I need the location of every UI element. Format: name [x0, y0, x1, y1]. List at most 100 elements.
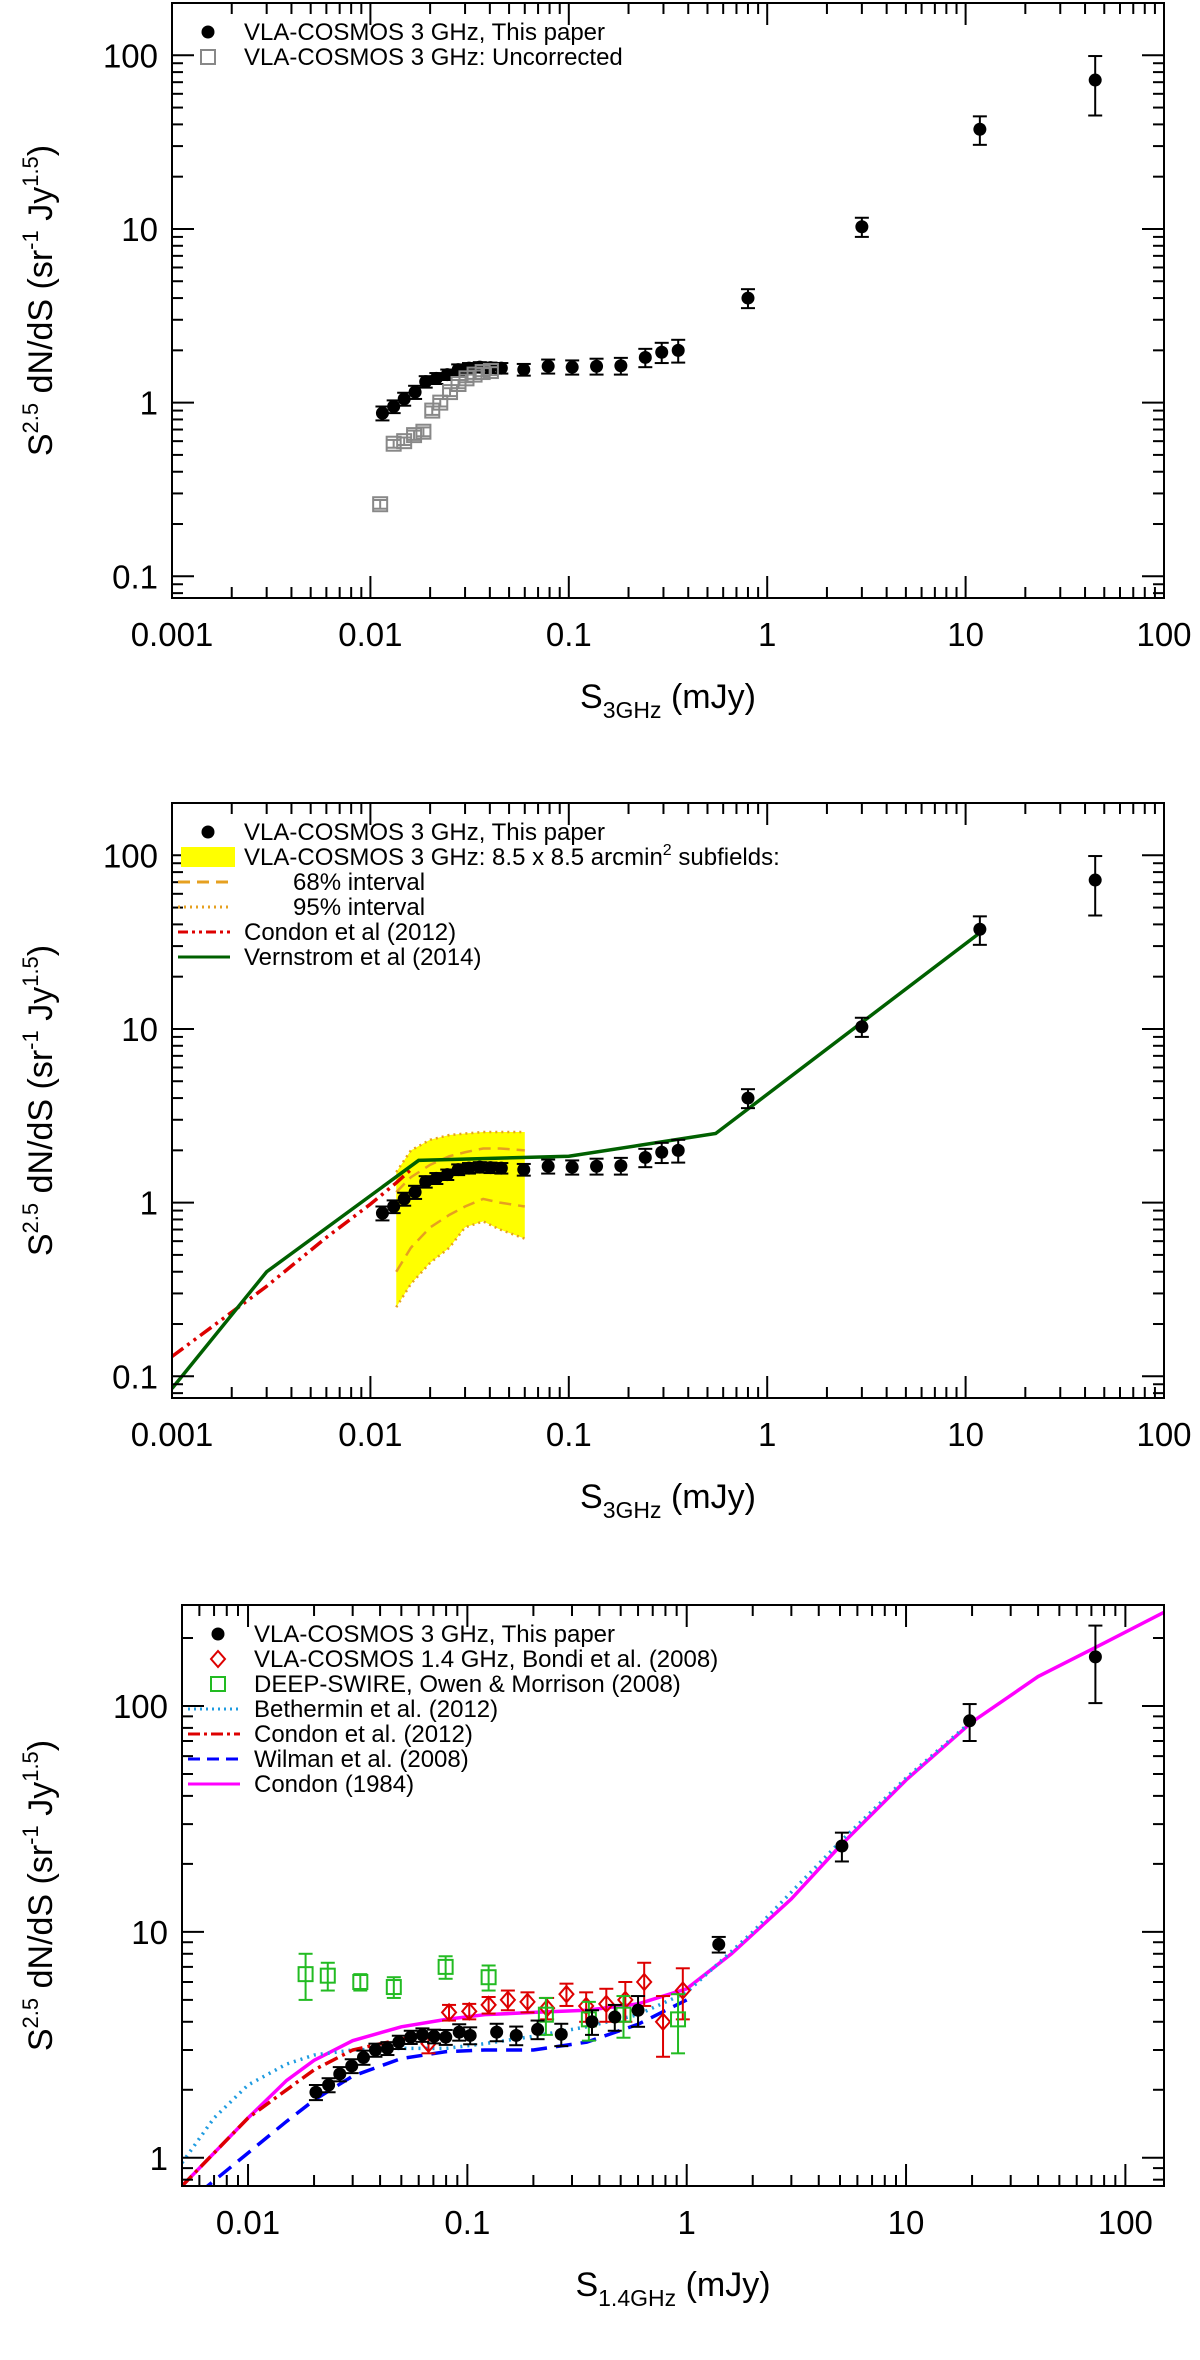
marker-dot: [397, 1192, 411, 1206]
marker-dot: [387, 1199, 401, 1213]
x-axis-title-base: S: [580, 678, 603, 716]
legend-swatch-dot: [201, 25, 215, 39]
marker-square: [385, 1979, 402, 1996]
data-point: [451, 363, 466, 377]
data-point: [408, 1184, 423, 1200]
data-point: [1088, 855, 1103, 917]
y-axis-title-part: dN/dS (sr: [22, 1050, 60, 1203]
marker-dot: [509, 2028, 523, 2042]
legend-item: VLA-COSMOS 3 GHz: 8.5 x 8.5 arcmin2 subf…: [181, 842, 780, 871]
x-tick-label: 0.01: [338, 1416, 402, 1453]
data-point: [589, 357, 604, 376]
y-tick-label: 100: [103, 37, 158, 74]
marker-dot: [835, 1839, 849, 1853]
y-axis-title-part: 2.5: [18, 403, 43, 434]
marker-dot: [614, 359, 628, 373]
marker-dot: [712, 1937, 726, 1951]
data-point: [403, 2029, 418, 2045]
y-tick-label: 0.1: [112, 1358, 158, 1395]
data-point: [558, 1982, 575, 2007]
legend-label: VLA-COSMOS 3 GHz: Uncorrected: [244, 44, 623, 71]
legend-item: VLA-COSMOS 1.4 GHz, Bondi et al. (2008): [209, 1646, 718, 1673]
y-tick-label: 100: [103, 837, 158, 874]
data-point: [584, 2009, 599, 2036]
data-point: [406, 427, 423, 444]
marker-dot: [451, 1163, 465, 1177]
marker-square: [415, 423, 432, 440]
marker-diamond: [558, 1984, 575, 2004]
data-point: [397, 1191, 412, 1207]
legend-label-text: VLA-COSMOS 1.4 GHz, Bondi et al. (2008): [254, 1646, 718, 1673]
marker-dot: [973, 922, 987, 936]
marker-dot: [322, 2078, 336, 2092]
marker-dot: [655, 1145, 669, 1159]
marker-diamond: [597, 1994, 615, 2014]
data-point: [537, 1996, 554, 2036]
data-point: [972, 915, 987, 946]
x-tick-label: 0.1: [546, 1416, 592, 1453]
marker-dot: [565, 1160, 579, 1174]
data-point: [415, 423, 432, 440]
marker-dot: [741, 1091, 755, 1105]
data-point: [480, 1995, 497, 2015]
marker-dot: [408, 385, 422, 399]
y-axis-title-part: Jy: [22, 1782, 60, 1825]
marker-dot: [463, 2028, 477, 2042]
marker-dot: [392, 2035, 406, 2049]
marker-dot: [671, 1143, 685, 1157]
marker-square: [442, 384, 459, 401]
x-tick-label: 100: [1136, 616, 1191, 653]
marker-dot: [973, 122, 987, 136]
marker-dot: [541, 1159, 555, 1173]
marker-dot: [462, 1161, 476, 1175]
marker-square: [466, 366, 483, 383]
legend-swatch-diamond: [209, 1649, 227, 1669]
legend-label-after: subfields:: [672, 844, 780, 871]
data-point: [375, 1205, 390, 1222]
legend-label: VLA-COSMOS 3 GHz, This paper: [244, 19, 605, 46]
legend-label: VLA-COSMOS 3 GHz, This paper: [254, 1621, 615, 1648]
data-point: [319, 1961, 336, 1992]
marker-dot: [452, 2025, 466, 2039]
data-point: [438, 2028, 453, 2046]
marker-dot: [517, 363, 531, 377]
marker-dot: [531, 2022, 545, 2036]
marker-dot: [1088, 1650, 1102, 1664]
marker-dot: [375, 1206, 389, 1220]
data-point: [519, 1991, 536, 2014]
y-axis-title-part: -1: [18, 1825, 43, 1845]
marker-dot: [404, 2030, 418, 2044]
x-tick-label: 100: [1136, 1416, 1191, 1453]
axis-ticks: [181, 1605, 1164, 2186]
marker-dot: [517, 1163, 531, 1177]
data-point: [372, 496, 389, 513]
y-axis-title: S2.5 dN/dS (sr-1 Jy1.5): [18, 1740, 60, 2051]
x-tick-label: 1: [678, 2204, 696, 2241]
plot-frame: [181, 1604, 1165, 2187]
data-point: [613, 356, 628, 376]
legend-label: Condon et al. (2012): [254, 1721, 473, 1748]
marker-dot: [963, 1714, 977, 1728]
data-point: [418, 1175, 433, 1189]
legend-label: VLA-COSMOS 1.4 GHz, Bondi et al. (2008): [254, 1646, 718, 1673]
data-point: [670, 1993, 687, 2055]
y-axis-title: S2.5 dN/dS (sr-1 Jy1.5): [18, 945, 60, 1256]
data-point: [375, 405, 390, 422]
data-point: [541, 1158, 556, 1175]
x-axis-title-sub: 3GHz: [603, 1497, 662, 1523]
data-point: [442, 384, 459, 401]
y-axis-title-part: dN/dS (sr: [22, 1845, 60, 1998]
x-tick-label: 100: [1098, 2204, 1153, 2241]
x-tick-label: 10: [947, 616, 984, 653]
marker-square: [537, 2006, 554, 2023]
data-point: [972, 115, 987, 146]
marker-dot: [1088, 873, 1102, 887]
legend-label: 68% interval: [293, 869, 425, 896]
marker-square: [474, 364, 491, 381]
marker-dot: [345, 2059, 359, 2073]
marker-dot: [429, 1171, 443, 1185]
series-line-condon-et-al-2012: [182, 2033, 434, 2186]
data-point: [516, 362, 531, 377]
